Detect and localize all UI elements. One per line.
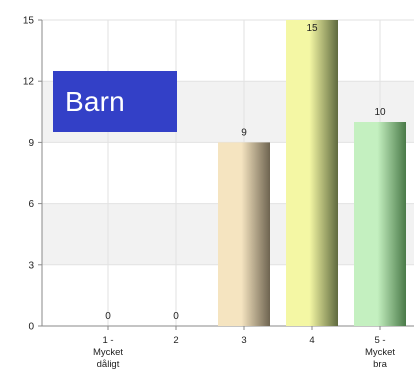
y-tick-label: 0 [28, 322, 34, 333]
x-tick-label-4: 4 [309, 335, 314, 346]
y-tick-label: 3 [28, 260, 34, 271]
x-tick-label-line: bra [373, 359, 387, 370]
x-tick-label-line: 2 [173, 335, 178, 346]
y-tick-label: 9 [28, 138, 34, 149]
data-label-1: 0 [105, 311, 111, 322]
bar-4 [286, 20, 338, 326]
x-tick-label-line: 3 [241, 335, 246, 346]
bar-3 [218, 142, 270, 326]
x-tick-label-line: 4 [309, 335, 314, 346]
x-tick-label-line: dåligt [97, 359, 120, 370]
y-tick-label: 12 [23, 77, 35, 88]
x-tick-label-2: 2 [173, 335, 178, 346]
x-tick-label-line: Mycket [93, 347, 123, 358]
data-label-3: 9 [241, 127, 247, 138]
y-tick-label: 6 [28, 199, 34, 210]
x-tick-label-line: 5 - [374, 335, 385, 346]
bar-5 [354, 122, 406, 326]
x-tick-label-line: 1 - [102, 335, 113, 346]
barn-annotation-box: Barn [53, 71, 177, 132]
x-tick-label-1: 1 -Mycket dåligt [93, 335, 123, 370]
data-label-2: 0 [173, 311, 179, 322]
data-label-5: 10 [374, 107, 386, 118]
x-tick-label-line: Mycket [365, 347, 395, 358]
y-tick-label: 15 [23, 16, 35, 27]
x-tick-label-5: 5 -Mycket bra [365, 335, 395, 370]
data-label-4: 15 [306, 23, 318, 34]
x-tick-label-3: 3 [241, 335, 246, 346]
